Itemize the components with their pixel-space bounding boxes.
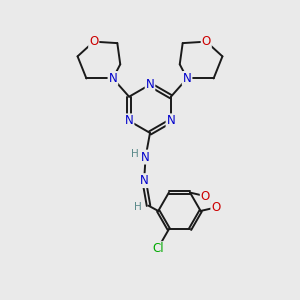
Text: H: H bbox=[134, 202, 142, 212]
Text: N: N bbox=[125, 114, 134, 127]
Text: N: N bbox=[140, 174, 148, 187]
Text: Cl: Cl bbox=[153, 242, 164, 255]
Text: H: H bbox=[130, 149, 138, 159]
Text: N: N bbox=[167, 114, 175, 127]
Text: O: O bbox=[89, 35, 98, 48]
Text: N: N bbox=[146, 78, 154, 91]
Text: N: N bbox=[141, 151, 150, 164]
Text: O: O bbox=[211, 201, 220, 214]
Text: N: N bbox=[183, 72, 191, 85]
Text: N: N bbox=[109, 72, 117, 85]
Text: O: O bbox=[201, 190, 210, 202]
Text: O: O bbox=[202, 35, 211, 48]
